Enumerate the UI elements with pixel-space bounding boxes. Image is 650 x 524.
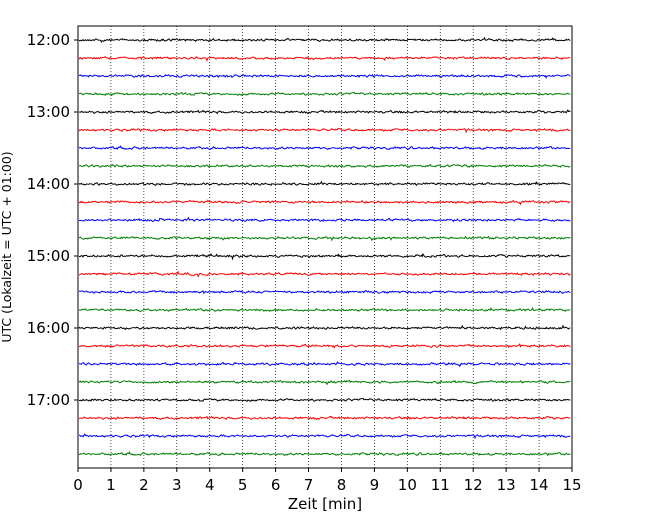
y-tick-label: 14:00	[27, 175, 70, 193]
x-tick-label: 13	[497, 476, 516, 494]
x-tick-label: 12	[464, 476, 483, 494]
x-tick-label: 5	[238, 476, 248, 494]
x-tick-label: 1	[106, 476, 116, 494]
trace-line	[78, 145, 571, 151]
trace-line	[78, 290, 571, 295]
trace-line	[78, 36, 571, 43]
trace-line	[78, 397, 571, 402]
trace-line	[78, 235, 571, 242]
trace-line	[78, 216, 571, 223]
trace-line	[78, 451, 571, 457]
trace-line	[78, 361, 571, 368]
trace-line	[78, 306, 571, 313]
x-tick-label: 7	[304, 476, 314, 494]
trace-line	[78, 127, 571, 134]
y-tick-label: 17:00	[27, 391, 70, 409]
y-tick-label: 15:00	[27, 247, 70, 265]
trace-line	[78, 379, 571, 386]
y-tick-label: 13:00	[27, 103, 70, 121]
y-axis-ticks: 12:00 13:00 14:00 15:00 16:00 17:00	[27, 31, 78, 409]
trace-line	[78, 324, 571, 331]
x-tick-label: 14	[530, 476, 549, 494]
trace-line	[78, 342, 571, 349]
trace-line	[78, 180, 571, 187]
x-tick-label: 9	[370, 476, 380, 494]
plot-frame	[77, 25, 573, 469]
x-tick-label: 6	[271, 476, 281, 494]
trace-line	[78, 163, 571, 168]
x-tick-label: 4	[205, 476, 215, 494]
trace-line	[78, 109, 571, 115]
trace-line	[78, 73, 571, 79]
x-axis-label: Zeit [min]	[288, 495, 362, 513]
x-axis-ticks: 0 1 2 3 4 5 6 7 8 9 10 11 12 13 14 15	[73, 468, 582, 494]
trace-line	[78, 199, 571, 206]
trace-line	[78, 91, 571, 97]
trace-line	[78, 270, 571, 278]
x-tick-label: 15	[562, 476, 581, 494]
x-tick-label: 0	[73, 476, 83, 494]
x-tick-label: 3	[172, 476, 182, 494]
x-tick-label: 11	[431, 476, 450, 494]
y-tick-label: 16:00	[27, 319, 70, 337]
y-tick-label: 12:00	[27, 31, 70, 49]
seismogram-traces	[78, 36, 571, 457]
x-tick-label: 10	[398, 476, 417, 494]
x-tick-label: 2	[139, 476, 149, 494]
trace-line	[78, 433, 571, 440]
x-grid	[110, 26, 540, 468]
trace-line	[78, 252, 571, 261]
x-tick-label: 8	[337, 476, 347, 494]
trace-line	[78, 415, 571, 421]
trace-line	[78, 56, 571, 63]
y-axis-label: UTC (Lokalzeit = UTC + 01:00)	[0, 151, 14, 342]
